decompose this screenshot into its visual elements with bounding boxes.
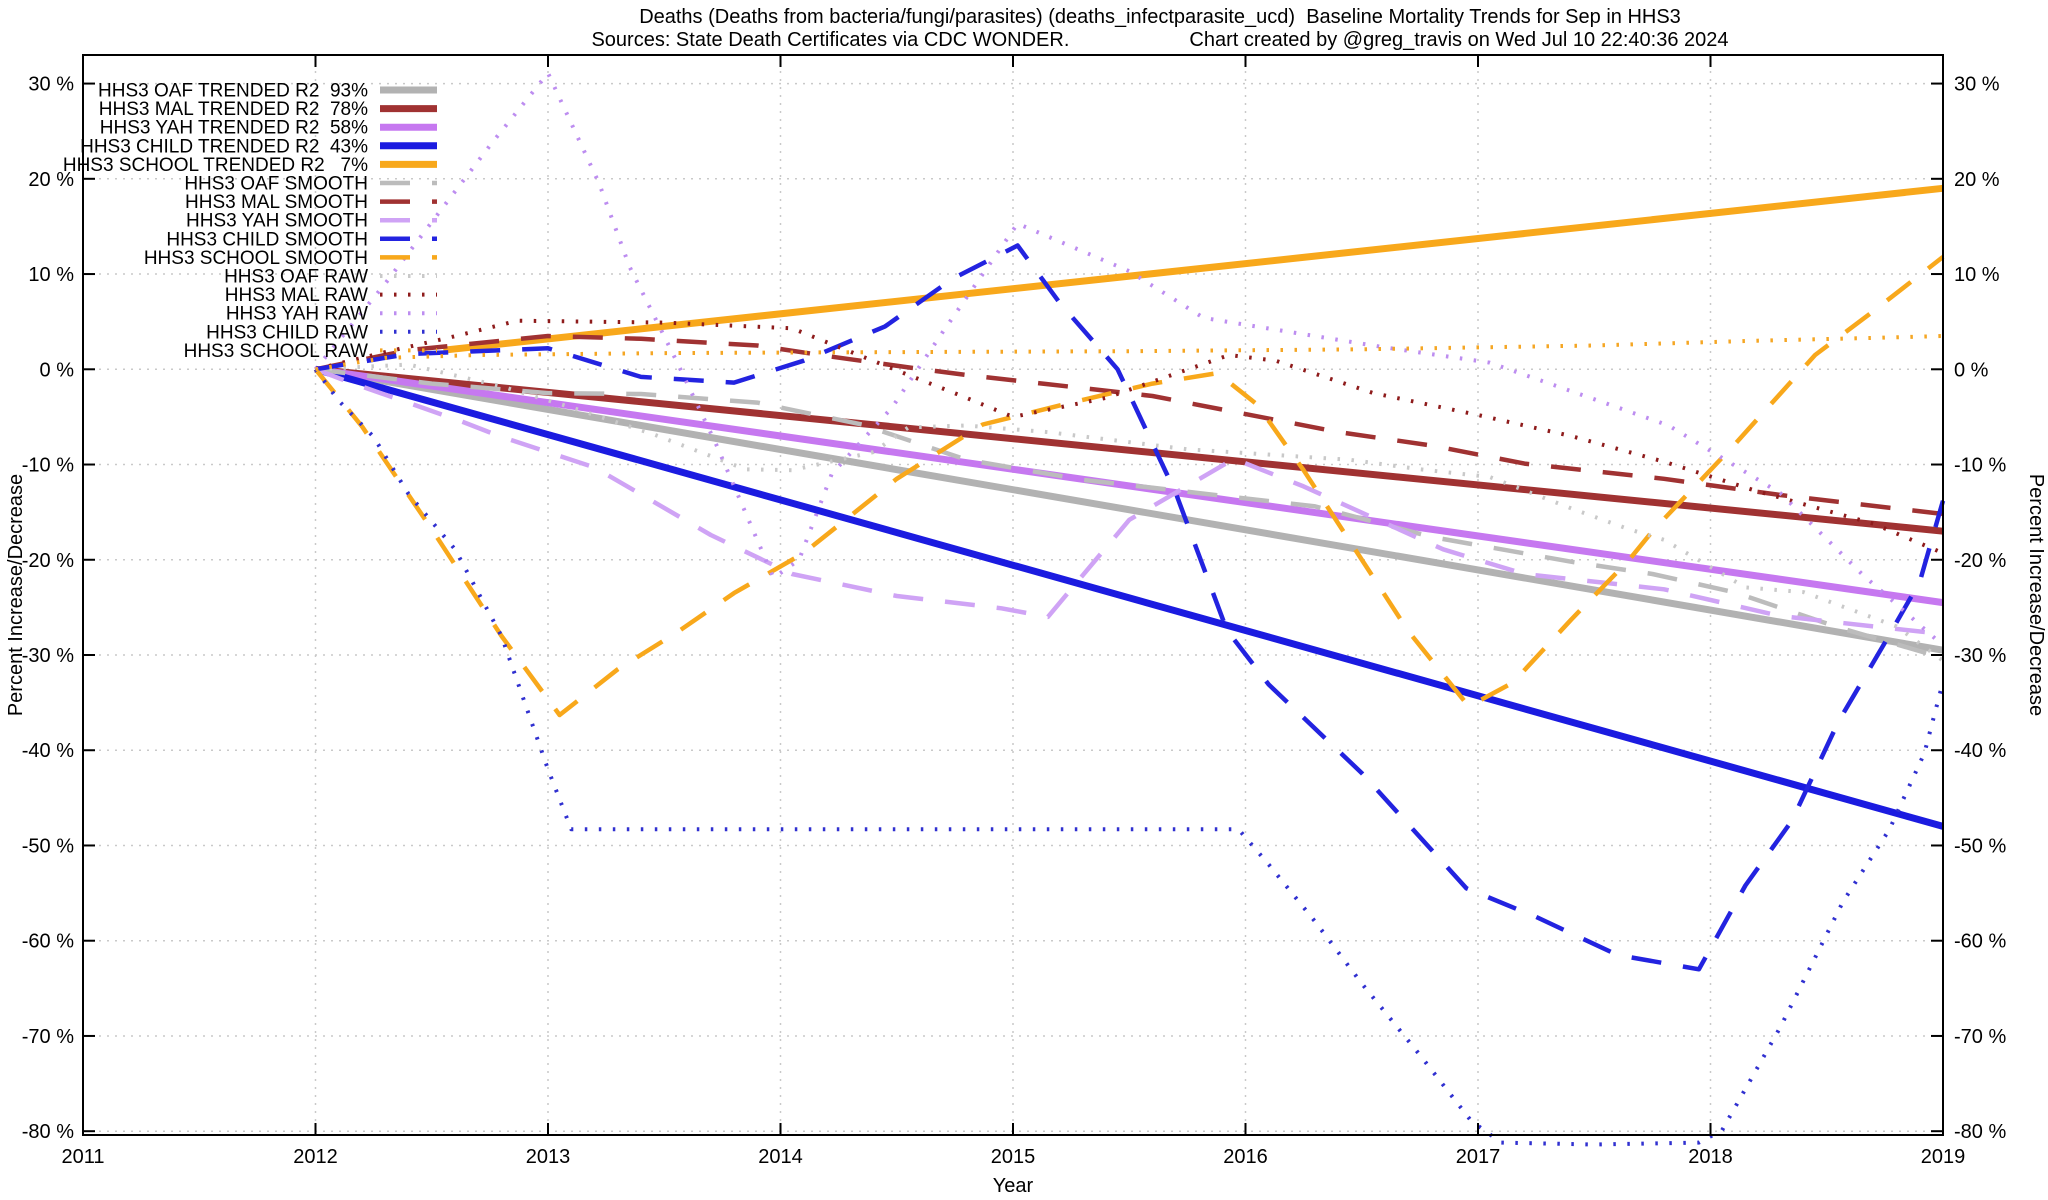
series-line-hhs3-yah-smooth	[314, 367, 1944, 637]
x-tick-label-2011: 2011	[61, 1146, 104, 1168]
series-line-hhs3-oaf-trended	[314, 365, 1944, 654]
chart-header: Deaths (Deaths from bacteria/fungi/paras…	[230, 6, 2048, 52]
y-tick-label-right--10: -10 %	[1954, 455, 2006, 477]
y-axis-label-left: Percent Increase/Decrease	[5, 474, 27, 716]
legend-label-hhs3-oaf-smooth: HHS3 OAF SMOOTH	[184, 174, 368, 195]
y-tick-label-left--10: -10 %	[22, 455, 74, 477]
x-tick-label-2013: 2013	[526, 1146, 571, 1168]
x-tick-label-2017: 2017	[1456, 1146, 1501, 1168]
y-tick-label-left-20: 20 %	[28, 169, 74, 191]
legend-label-hhs3-child-raw: HHS3 CHILD RAW	[206, 322, 368, 343]
chart-credit-note: Chart created by @greg_travis on Wed Jul…	[1189, 29, 1729, 51]
series-line-hhs3-mal-smooth	[315, 333, 1944, 517]
y-tick-label-right-30: 30 %	[1954, 74, 2000, 96]
y-tick-label-right--70: -70 %	[1954, 1026, 2006, 1048]
x-tick-label-2018: 2018	[1688, 1146, 1733, 1168]
y-tick-label-left-30: 30 %	[28, 74, 74, 96]
x-tick-label-2019: 2019	[1921, 1146, 1966, 1168]
chart-source-note: Sources: State Death Certificates via CD…	[591, 29, 1070, 51]
legend-label-hhs3-yah-trended: HHS3 YAH TRENDED R2 58%	[100, 118, 368, 139]
y-tick-label-right--40: -40 %	[1954, 740, 2006, 762]
y-tick-label-right--80: -80 %	[1954, 1121, 2006, 1143]
legend-label-hhs3-school-raw: HHS3 SCHOOL RAW	[184, 341, 368, 362]
legend-label-hhs3-mal-raw: HHS3 MAL RAW	[225, 285, 368, 306]
legend-label-hhs3-child-trended: HHS3 CHILD TRENDED R2 43%	[80, 136, 368, 157]
legend-label-hhs3-mal-trended: HHS3 MAL TRENDED R2 78%	[99, 99, 368, 120]
series-line-hhs3-child-trended	[314, 365, 1944, 830]
y-tick-label-right-10: 10 %	[1954, 264, 2000, 286]
y-tick-label-left-10: 10 %	[28, 264, 74, 286]
x-tick-label-2016: 2016	[1223, 1146, 1268, 1168]
y-tick-label-left--80: -80 %	[22, 1121, 74, 1143]
legend-label-hhs3-mal-smooth: HHS3 MAL SMOOTH	[185, 192, 368, 213]
legend-label-hhs3-school-smooth: HHS3 SCHOOL SMOOTH	[144, 248, 368, 269]
x-tick-label-2012: 2012	[293, 1146, 338, 1168]
legend-label-hhs3-oaf-trended: HHS3 OAF TRENDED R2 93%	[98, 81, 368, 102]
y-tick-label-right--60: -60 %	[1954, 931, 2006, 953]
y-axis-label-right: Percent Increase/Decrease	[2025, 474, 2047, 716]
series-line-hhs3-school-smooth	[313, 255, 1945, 718]
legend-label-hhs3-yah-smooth: HHS3 YAH SMOOTH	[186, 211, 368, 232]
chart-title: Deaths (Deaths from bacteria/fungi/paras…	[639, 6, 1681, 28]
y-tick-label-left--30: -30 %	[22, 645, 74, 667]
chart-subtitle: Sources: State Death Certificates via CD…	[230, 29, 2048, 52]
y-tick-label-left--50: -50 %	[22, 835, 74, 857]
series-line-hhs3-yah-trended	[315, 365, 1944, 607]
y-tick-label-right-0: 0 %	[1954, 359, 1989, 381]
y-tick-label-left--20: -20 %	[22, 550, 74, 572]
series-line-hhs3-school-trended	[443, 184, 1944, 354]
y-tick-label-left-0: 0 %	[40, 359, 75, 381]
legend-label-hhs3-yah-raw: HHS3 YAH RAW	[226, 304, 368, 325]
series-line-hhs3-mal-trended	[315, 365, 1944, 535]
y-tick-label-right--20: -20 %	[1954, 550, 2006, 572]
legend-label-hhs3-oaf-raw: HHS3 OAF RAW	[224, 267, 368, 288]
y-tick-label-right--30: -30 %	[1954, 645, 2006, 667]
series-line-hhs3-child-smooth	[315, 243, 1946, 972]
legend-label-hhs3-child-smooth: HHS3 CHILD SMOOTH	[166, 229, 368, 250]
y-tick-label-right-20: 20 %	[1954, 169, 2000, 191]
legend-label-hhs3-school-trended: HHS3 SCHOOL TRENDED R2 7%	[63, 155, 368, 176]
y-tick-label-right--50: -50 %	[1954, 835, 2006, 857]
x-tick-label-2014: 2014	[758, 1146, 803, 1168]
y-tick-label-left--40: -40 %	[22, 740, 74, 762]
series-line-hhs3-oaf-smooth	[315, 367, 1944, 661]
series-line-hhs3-yah-raw	[313, 71, 1945, 647]
x-axis-label: Year	[993, 1175, 1034, 1197]
x-tick-label-2015: 2015	[991, 1146, 1036, 1168]
y-tick-label-left--70: -70 %	[22, 1026, 74, 1048]
y-tick-label-left--60: -60 %	[22, 931, 74, 953]
